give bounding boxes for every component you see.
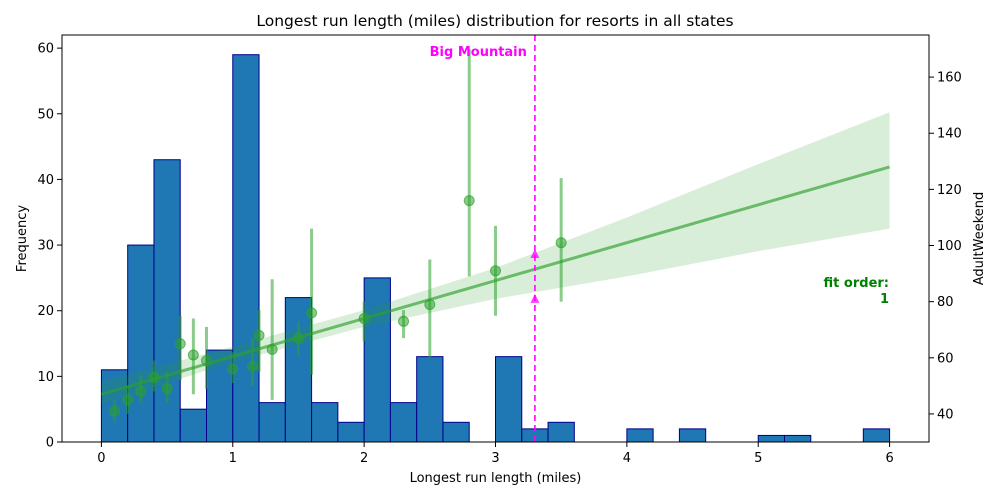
regression-error-bars [113,49,563,423]
y2-tick-label: 160 [937,71,962,86]
big-mountain-label: Big Mountain [430,45,527,60]
histogram-bar [547,421,575,443]
regression-point [292,332,304,344]
y-tick-label: 50 [37,107,54,122]
x-tick-label: 6 [885,451,893,466]
histogram-bar [127,244,155,443]
chart-title: Longest run length (miles) distribution … [256,12,733,30]
y2-tick-label: 100 [937,239,962,254]
big-mountain-marker [530,35,540,442]
histogram-bar [389,402,418,443]
histogram-bar [757,434,786,443]
histogram-bar [232,54,260,443]
histogram-bar [363,277,391,443]
histogram-bar [495,356,523,443]
x-tick-label: 5 [754,451,762,466]
x-tick-label: 0 [97,451,105,466]
x-tick-label: 2 [360,451,368,466]
x-axis-ticks: 0 1 2 3 4 5 6 [97,442,894,466]
histogram-bar [862,428,891,443]
big-mountain-triangle [530,293,540,303]
regression-point [398,315,410,327]
regression-point [306,307,318,319]
y-tick-label: 10 [37,370,54,385]
y2-axis-label: AdultWeekend [972,192,987,286]
histogram-bar [179,408,208,443]
regression-points [109,195,567,417]
y2-tick-label: 80 [937,295,954,310]
x-tick-label: 4 [623,451,631,466]
big-mountain-triangle [530,248,540,258]
regression-point [135,385,147,397]
histogram-bar [153,159,181,443]
histogram-bar [416,356,444,443]
y-tick-label: 0 [46,436,54,451]
y2-axis-ticks: 40 60 80 100 120 140 160 [929,71,962,422]
regression-point [253,329,265,341]
regression-point [148,371,160,383]
regression-point [555,237,567,249]
fit-order-value: 1 [880,292,889,307]
x-tick-label: 3 [491,451,499,466]
y-tick-label: 60 [37,42,54,57]
regression-point [424,298,436,310]
y-tick-label: 30 [37,239,54,254]
fit-order-label: fit order: [824,276,889,291]
histogram-bar [284,297,313,443]
y-axis-label: Frequency [15,205,30,272]
regression-point [122,394,134,406]
histogram-bar [258,402,286,443]
regression-line [100,165,891,396]
y2-tick-label: 60 [937,351,954,366]
y-tick-label: 40 [37,173,54,188]
histogram-bar [784,434,812,443]
regression-point [246,360,258,372]
y-axis-ticks: 0 10 20 30 40 50 60 [37,42,62,451]
histogram-bars [100,54,891,443]
histogram-bar [678,428,707,443]
histogram-bar [311,402,339,443]
regression-point [187,349,199,361]
regression-point [109,405,121,417]
regression-point [463,195,475,207]
regression-point [358,312,370,324]
x-axis-label: Longest run length (miles) [410,471,582,486]
histogram-bar [442,421,470,443]
regression-point [161,383,173,395]
histogram-bar [337,421,365,443]
regression-point [266,343,278,355]
y-tick-label: 20 [37,304,54,319]
regression-point [201,355,212,367]
y2-tick-label: 140 [937,127,962,142]
y2-tick-label: 40 [937,407,954,422]
regression-point [174,338,186,350]
regression-point [227,363,239,375]
y2-tick-label: 120 [937,183,962,198]
regression-point [490,265,501,277]
x-tick-label: 1 [229,451,237,466]
histogram-bar [626,428,654,443]
regression-line-group [100,165,891,396]
